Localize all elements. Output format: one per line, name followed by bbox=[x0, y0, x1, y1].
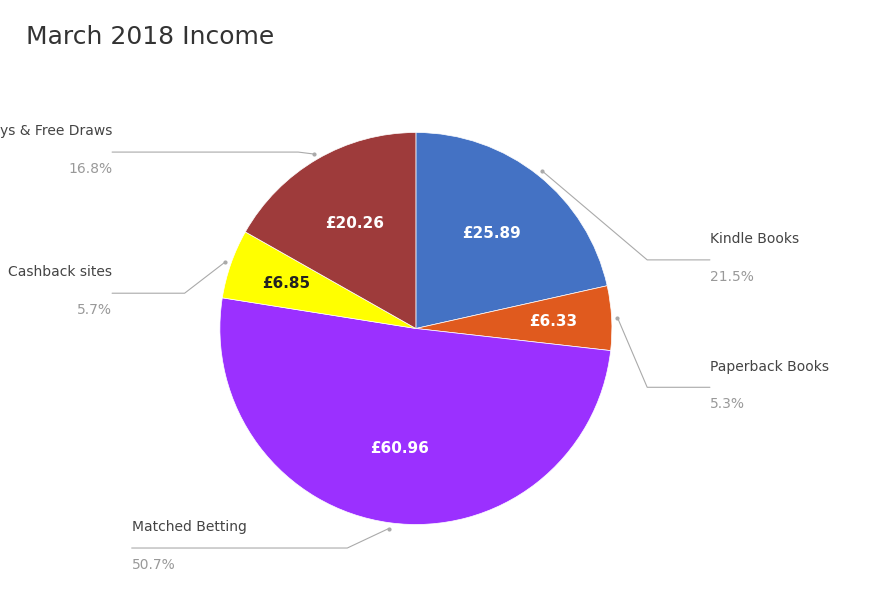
Text: 50.7%: 50.7% bbox=[132, 558, 175, 572]
Wedge shape bbox=[219, 298, 611, 524]
Text: Matched Betting: Matched Betting bbox=[132, 520, 246, 534]
Text: £60.96: £60.96 bbox=[370, 441, 429, 456]
Text: £6.85: £6.85 bbox=[262, 276, 310, 291]
Text: £25.89: £25.89 bbox=[463, 226, 521, 241]
Text: Cashback sites: Cashback sites bbox=[8, 265, 112, 279]
Text: 21.5%: 21.5% bbox=[710, 270, 753, 284]
Text: Surveys & Free Draws: Surveys & Free Draws bbox=[0, 125, 112, 138]
Text: £6.33: £6.33 bbox=[529, 314, 577, 328]
Text: £20.26: £20.26 bbox=[325, 216, 384, 231]
Wedge shape bbox=[246, 133, 415, 328]
Text: 5.3%: 5.3% bbox=[710, 397, 745, 411]
Text: 5.7%: 5.7% bbox=[78, 303, 112, 317]
Wedge shape bbox=[222, 232, 415, 328]
Text: 16.8%: 16.8% bbox=[68, 162, 112, 176]
Text: March 2018 Income: March 2018 Income bbox=[26, 25, 274, 49]
Text: Paperback Books: Paperback Books bbox=[710, 360, 829, 373]
Wedge shape bbox=[415, 133, 607, 328]
Text: Kindle Books: Kindle Books bbox=[710, 232, 799, 246]
Wedge shape bbox=[415, 286, 612, 351]
